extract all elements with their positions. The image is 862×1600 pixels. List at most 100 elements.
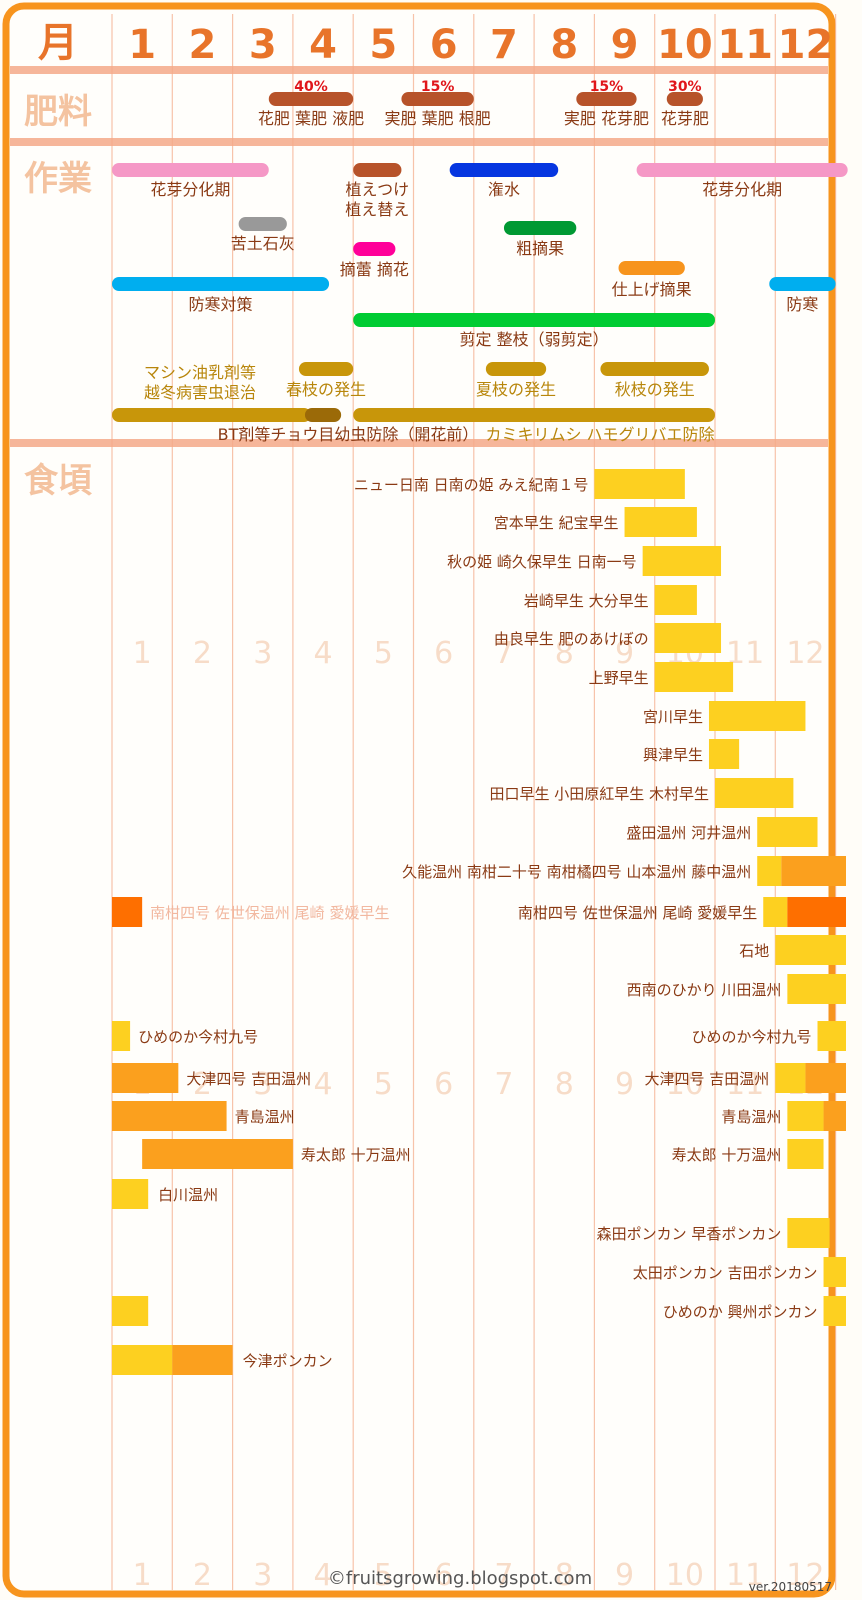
month-label-faint: 2 [193,1067,212,1102]
month-label-faint: 12 [786,1558,824,1593]
task-label: 夏枝の発生 [476,380,556,399]
version-label: ver.20180517 [749,1580,832,1594]
harvest-label: 太田ポンカン 吉田ポンカン [633,1264,818,1282]
harvest-label: 興津早生 [643,746,703,764]
harvest-bar [642,546,722,576]
fertilizer-percent: 15% [590,79,624,95]
task-bar [112,163,269,177]
month-label: 12 [778,22,834,68]
harvest-bar [172,1345,233,1375]
harvest-bar [817,1021,846,1051]
month-label: 9 [611,22,639,68]
footer-credit: ©fruitsgrowing.blogspot.com [328,1568,592,1589]
harvest-bar [787,1218,830,1248]
month-label-faint: 8 [555,636,574,671]
section-divider [10,138,828,146]
harvest-bar [112,1063,179,1093]
harvest-bar [763,897,788,927]
fertilizer-percent: 40% [294,79,328,95]
month-label-faint: 6 [434,1558,453,1593]
month-label-faint: 5 [374,1067,393,1102]
month-label-faint: 7 [494,1558,513,1593]
fertilizer-label: 花肥 葉肥 液肥 [258,109,364,128]
month-label-faint: 11 [726,1067,764,1102]
harvest-label-early: 青島温州 [235,1108,295,1126]
month-label-faint: 3 [253,636,272,671]
month-label-faint: 1 [133,1558,152,1593]
harvest-bar [112,897,143,927]
harvest-bar [594,469,685,499]
month-label-faint: 1 [133,636,152,671]
harvest-bar [775,1063,806,1093]
task-bar [600,362,709,376]
task-label: 春枝の発生 [286,380,366,399]
month-label: 10 [657,22,713,68]
harvest-label: ひめのか今村九号 [691,1028,811,1046]
task-bar [353,313,715,327]
task-label: 苦土石灰 [231,234,295,253]
fertilizer-percent: 15% [421,79,455,95]
task-bar [304,408,342,422]
month-label: 2 [189,22,217,68]
fertilizer-label: 花芽肥 [661,109,709,128]
harvest-bar [757,856,782,886]
month-label-faint: 2 [193,1558,212,1593]
month-label-faint: 9 [615,1558,634,1593]
outer-frame [2,2,836,1598]
month-label-faint: 5 [374,636,393,671]
month-label-faint: 7 [494,1067,513,1102]
harvest-bar [112,1021,131,1051]
fertilizer-label: 実肥 葉肥 根肥 [385,109,491,128]
task-bar [503,221,577,235]
task-label: 植え替え [345,200,409,219]
harvest-label: 宮本早生 紀宝早生 [494,514,619,532]
section-divider [10,66,828,74]
harvest-label: 西南のひかり 川田温州 [627,981,782,999]
harvest-label: ニュー日南 日南の姫 みえ紀南１号 [354,476,589,494]
task-label: BT剤等チョウ目幼虫防除（開花前） [218,425,479,444]
harvest-bar [787,974,846,1004]
harvest-label: ひめのか 興州ポンカン [663,1303,818,1321]
month-label-faint: 3 [253,1558,272,1593]
task-label: 摘蕾 摘花 [340,260,409,279]
harvest-label-early: 大津四号 吉田温州 [186,1070,311,1088]
harvest-bar [787,1101,824,1131]
harvest-bar [787,897,846,927]
harvest-bar [708,701,806,731]
harvest-bar [654,662,734,692]
task-label: 潅水 [488,180,520,199]
harvest-bar [757,817,818,847]
month-label-faint: 10 [666,1558,704,1593]
month-label-faint: 4 [314,1558,333,1593]
header-fertilizer: 肥料 [24,92,92,132]
task-label: 越冬病害虫退治 [144,383,256,402]
month-label-faint: 12 [786,636,824,671]
harvest-label-early: 寿太郎 十万温州 [301,1146,411,1164]
task-bar [485,362,547,376]
fertilizer-label: 実肥 花芽肥 [564,109,649,128]
month-label: 5 [369,22,397,68]
month-label: 1 [128,22,156,68]
harvest-bar [112,1179,149,1209]
month-label-faint: 8 [555,1558,574,1593]
harvest-bar [112,1345,173,1375]
header-work: 作業 [24,159,92,199]
task-bar [298,362,354,376]
task-label: マシン油乳剤等 [144,363,256,382]
harvest-bar [654,623,722,653]
month-label-faint: 8 [555,1067,574,1102]
harvest-label: 秋の姫 崎久保早生 日南一号 [447,553,637,571]
task-bar [112,408,311,422]
month-label: 11 [717,22,773,68]
harvest-bar [142,1139,293,1169]
fertilizer-percent: 30% [668,79,702,95]
task-bar [353,163,402,177]
harvest-bar [708,739,740,769]
harvest-label: 青島温州 [721,1108,781,1126]
task-bar [353,242,396,256]
month-label-faint: 6 [434,1067,453,1102]
month-label-faint: 5 [374,1558,393,1593]
fertilizer-bar [268,92,354,106]
